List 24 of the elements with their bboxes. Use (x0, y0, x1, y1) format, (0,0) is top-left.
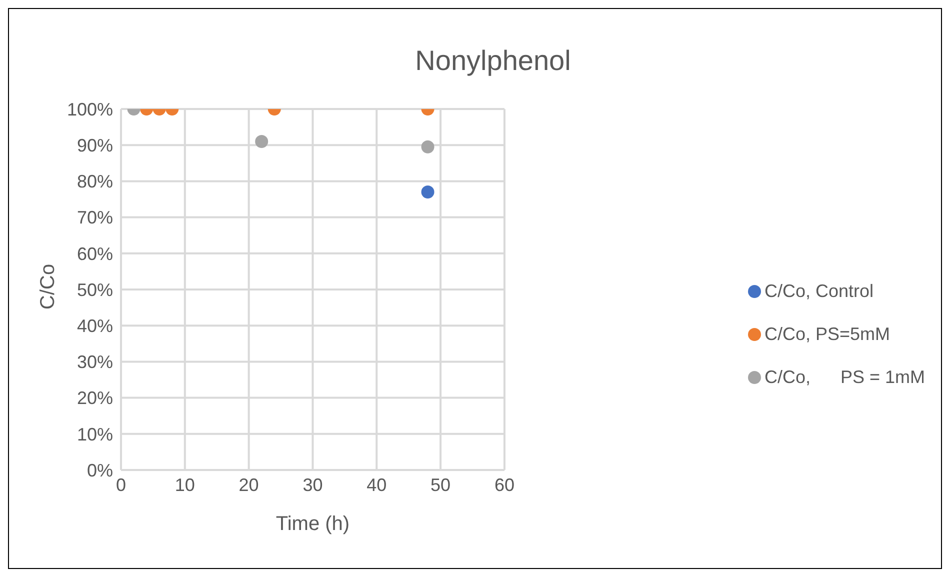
y-tick-label: 70% (76, 208, 113, 228)
x-tick-label: 10 (174, 474, 195, 495)
y-tick-label: 100% (66, 99, 113, 120)
y-tick-label: 60% (76, 244, 113, 264)
y-tick-label: 30% (76, 352, 113, 372)
x-axis-title: Time (h) (276, 513, 350, 535)
y-tick-label: 90% (76, 135, 113, 156)
x-tick-label: 0 (116, 474, 126, 495)
x-tick-label: 20 (238, 474, 259, 495)
y-tick-label: 10% (76, 424, 113, 444)
legend-label: C/Co, Control (764, 281, 874, 302)
x-tick-label: 60 (494, 474, 514, 495)
legend-label: C/Co, PS=5mM (764, 324, 890, 345)
y-tick-label: 40% (76, 316, 113, 336)
x-tick-label: 30 (302, 474, 323, 495)
y-tick-label: 80% (76, 172, 113, 192)
y-tick-label: 0% (86, 460, 113, 480)
legend-label: C/Co, PS = 1mM (764, 367, 925, 388)
x-tick-label: 50 (430, 474, 451, 495)
chart-title: Nonylphenol (414, 45, 572, 77)
x-tick-label: 40 (366, 474, 387, 495)
y-tick-label: 20% (76, 388, 113, 408)
y-axis-title: C/Co (37, 264, 60, 310)
y-tick-label: 50% (76, 280, 113, 300)
